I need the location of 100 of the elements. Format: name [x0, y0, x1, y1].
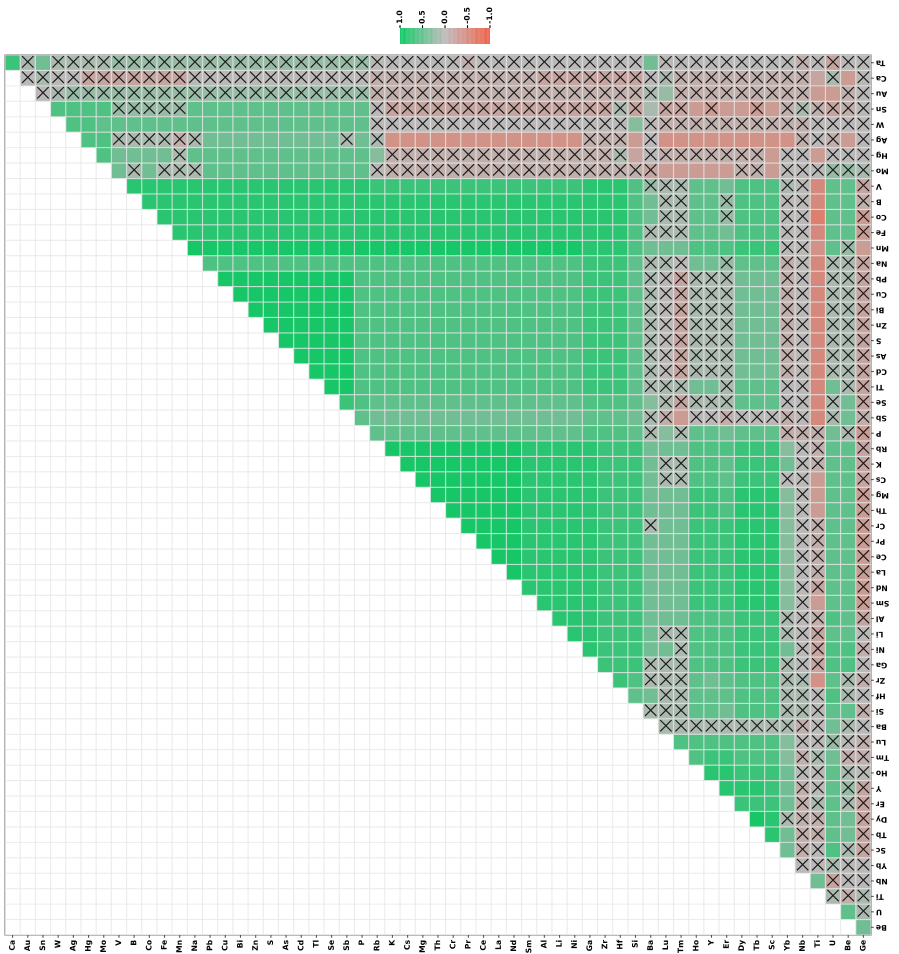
data-label: ×	[553, 86, 566, 99]
data-label: ×	[796, 334, 809, 346]
data-label: ×	[857, 766, 870, 778]
data-label: ×	[857, 874, 870, 886]
data-label: ×	[416, 148, 429, 161]
data-label: ×	[599, 117, 612, 130]
data-label: ×	[644, 673, 657, 686]
data-label: ×	[796, 240, 809, 254]
data-label: ×	[204, 86, 216, 99]
data-label: ×	[508, 164, 520, 176]
data-label: ×	[416, 102, 429, 114]
data-label: ×	[812, 688, 824, 701]
data-label: ×	[690, 410, 702, 424]
data-label: ×	[538, 164, 550, 176]
data-label: ×	[402, 56, 414, 68]
data-label: ×	[82, 56, 95, 68]
data-label: ×	[842, 874, 854, 886]
data-label: ×	[98, 86, 110, 99]
data-label: ×	[660, 457, 672, 470]
data-label: ×	[720, 256, 733, 269]
data-label: ×	[796, 735, 809, 748]
data-label: ×	[674, 688, 688, 701]
data-label: ×	[812, 750, 824, 763]
data-label: ×	[857, 194, 870, 207]
data-label: ×	[690, 117, 702, 130]
data-label: ×	[857, 488, 870, 500]
data-label: ×	[234, 86, 247, 99]
data-label: ×	[112, 86, 126, 99]
data-label: ×	[644, 256, 657, 269]
data-label: ×	[660, 272, 672, 284]
data-label: ×	[857, 580, 870, 593]
data-label: ×	[720, 410, 733, 424]
data-label: ×	[796, 673, 809, 686]
data-label: ×	[705, 272, 718, 284]
data-label: ×	[736, 56, 748, 68]
data-label: ×	[599, 148, 612, 161]
data-label: ×	[599, 86, 612, 99]
data-label: ×	[614, 86, 626, 99]
data-label: ×	[781, 210, 794, 222]
data-label: ×	[857, 720, 870, 732]
data-label: ×	[705, 302, 718, 315]
data-label: ×	[660, 210, 672, 222]
data-label: ×	[705, 364, 718, 377]
data-label: ×	[857, 302, 870, 315]
data-label: ×	[796, 349, 809, 362]
data-label: ×	[705, 334, 718, 346]
data-label: ×	[766, 720, 778, 732]
data-label: ×	[644, 132, 657, 146]
data-label: ×	[660, 318, 672, 330]
data-label: ×	[584, 132, 596, 146]
data-label: ×	[690, 86, 702, 99]
data-label: ×	[842, 750, 854, 763]
data-label: ×	[674, 704, 688, 716]
data-label: ×	[477, 164, 490, 176]
data-label: ×	[781, 179, 794, 192]
data-label: ×	[67, 56, 80, 68]
data-label: ×	[523, 71, 536, 84]
data-label: ×	[796, 426, 809, 438]
data-label: ×	[508, 117, 520, 130]
data-label: ×	[826, 164, 840, 176]
data-label: ×	[204, 71, 216, 84]
data-label: ×	[796, 457, 809, 470]
data-label: ×	[402, 71, 414, 84]
data-label: ×	[857, 442, 870, 454]
data-label: ×	[674, 148, 688, 161]
data-label: ×	[812, 828, 824, 840]
data-label: ×	[705, 102, 718, 114]
data-label: ×	[720, 364, 733, 377]
data-label: ×	[158, 102, 171, 114]
data-label: ×	[599, 71, 612, 84]
data-label: ×	[644, 364, 657, 377]
data-label: ×	[538, 71, 550, 84]
data-label: ×	[174, 164, 186, 176]
data-label: ×	[857, 334, 870, 346]
data-label: ×	[705, 720, 718, 732]
data-label: ×	[584, 71, 596, 84]
data-label: ×	[462, 148, 474, 161]
data-label: ×	[781, 612, 794, 624]
data-label: ×	[295, 86, 308, 99]
data-label: ×	[674, 272, 688, 284]
data-label: ×	[371, 56, 384, 68]
data-label: ×	[736, 71, 748, 84]
data-label: ×	[644, 658, 657, 670]
data-label: ×	[340, 56, 353, 68]
data-label: ×	[371, 117, 384, 130]
data-label: ×	[826, 349, 840, 362]
data-label: ×	[750, 86, 764, 99]
data-label: ×	[158, 71, 171, 84]
data-label: ×	[568, 117, 581, 130]
data-label: ×	[826, 117, 840, 130]
data-label: ×	[690, 720, 702, 732]
data-label: ×	[857, 86, 870, 99]
data-label: ×	[98, 56, 110, 68]
data-label: ×	[143, 132, 156, 146]
data-label: ×	[644, 426, 657, 438]
data-label: ×	[857, 56, 870, 68]
data-label: ×	[690, 349, 702, 362]
data-label: ×	[614, 102, 626, 114]
data-label: ×	[812, 796, 824, 810]
data-label: ×	[812, 720, 824, 732]
